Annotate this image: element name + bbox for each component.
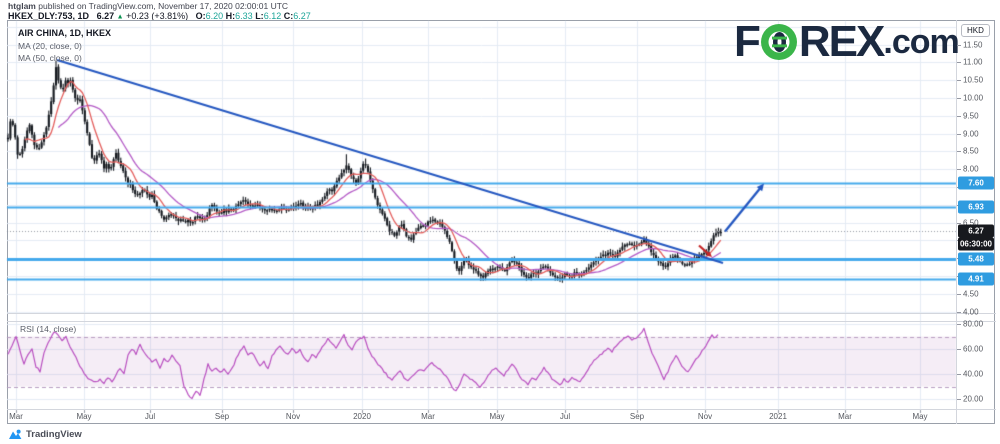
chart-legend: AIR CHINA, 1D, HKEX MA (20, close, 0) MA… — [18, 27, 111, 65]
time-tick-label: May — [912, 411, 928, 421]
axis-separator — [956, 20, 957, 424]
level-price-badge: 4.91 — [958, 272, 994, 286]
time-tick-label: Sep — [629, 411, 645, 421]
price-tick-label: 9.50 — [963, 111, 979, 121]
level-price-badge: 7.60 — [958, 176, 994, 190]
currency-badge: HKD — [961, 24, 990, 37]
time-tick-label: Nov — [285, 411, 301, 421]
legend-ma50[interactable]: MA (50, close, 0) — [18, 53, 82, 63]
time-tick-label: Mar — [838, 411, 852, 421]
rsi-tick-label: 40.00 — [963, 369, 984, 379]
tradingview-logo-icon — [9, 429, 22, 439]
pane-separator-top[interactable] — [7, 313, 996, 314]
price-tick-label: 8.00 — [963, 164, 979, 174]
price-tick-label: 11.50 — [963, 40, 983, 50]
rsi-tick-label: 20.00 — [963, 394, 984, 404]
time-tick-label: Mar — [421, 411, 435, 421]
forex-com-watermark: F REX .com — [734, 17, 960, 66]
price-tick-label: 4.50 — [963, 289, 979, 299]
price-tick-label: 6.50 — [963, 218, 979, 228]
time-tick-label: May — [489, 411, 505, 421]
time-tick-label: Nov — [697, 411, 713, 421]
price-tick-label: 4.00 — [963, 307, 979, 317]
forex-o-logo-icon — [760, 24, 797, 60]
rsi-tick-mark — [957, 399, 961, 400]
last-price-badge: 6.27 — [958, 224, 994, 238]
price-tick-mark — [957, 133, 961, 135]
rsi-tick-label: 60.00 — [963, 344, 984, 354]
rsi-tick-mark — [957, 324, 961, 325]
watermark-dot-com: .com — [883, 22, 959, 61]
time-tick-label: Jul — [559, 411, 571, 421]
price-tick-mark — [957, 62, 961, 64]
time-tick-label: Mar — [9, 411, 23, 421]
tradingview-attribution-text: TradingView — [26, 429, 82, 440]
watermark-letters-rex: REX — [798, 17, 885, 66]
price-tick-label: 9.00 — [963, 129, 979, 139]
time-tick-label: Jul — [144, 411, 156, 421]
price-tick-mark — [957, 311, 961, 313]
legend-symbol[interactable]: AIR CHINA, 1D, HKEX — [18, 28, 112, 38]
price-tick-label: 11.00 — [963, 57, 983, 67]
watermark-letter-f: F — [734, 17, 761, 66]
time-tick-label: Sep — [214, 411, 230, 421]
time-tick-label: 2021 — [769, 411, 787, 421]
price-tick-label: 10.00 — [963, 93, 984, 103]
price-tick-mark — [957, 98, 961, 99]
price-tick-label: 10.50 — [963, 75, 984, 85]
time-axis-separator — [7, 409, 996, 410]
time-tick-label: May — [76, 411, 92, 421]
legend-ma20[interactable]: MA (20, close, 0) — [18, 40, 82, 51]
level-price-badge: 6.93 — [958, 200, 994, 214]
countdown-badge: 06:30:00 — [958, 237, 994, 251]
price-tick-mark — [957, 169, 961, 171]
rsi-tick-mark — [957, 349, 961, 350]
price-tick-mark — [957, 80, 961, 82]
price-tick-mark — [957, 44, 961, 46]
tradingview-attribution-link[interactable]: TradingView — [8, 428, 82, 441]
time-tick-label: 2020 — [353, 411, 371, 421]
price-tick-mark — [957, 293, 961, 295]
price-tick-mark — [957, 222, 961, 224]
pane-separator-bottom[interactable] — [7, 321, 996, 322]
level-price-badge: 5.48 — [958, 252, 994, 266]
price-tick-mark — [957, 115, 961, 117]
rsi-tick-label: 80.00 — [963, 319, 984, 329]
price-tick-label: 8.50 — [963, 146, 979, 156]
rsi-indicator-label[interactable]: RSI (14, close) — [20, 324, 77, 334]
rsi-tick-mark — [957, 374, 961, 375]
price-tick-mark — [957, 151, 961, 153]
